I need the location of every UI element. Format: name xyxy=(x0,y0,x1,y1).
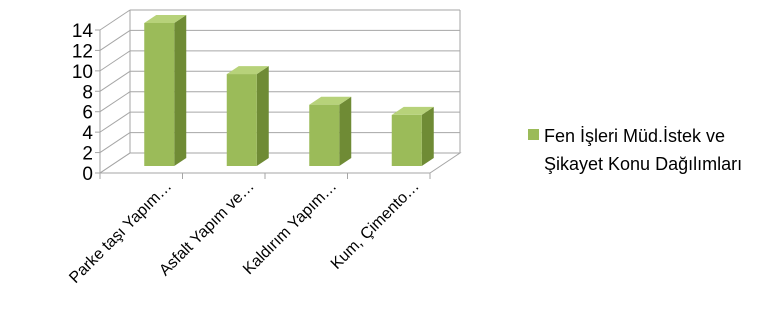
bars xyxy=(144,15,434,166)
gridline-side xyxy=(99,70,131,92)
y-tick-label: 10 xyxy=(72,62,93,83)
legend-swatch xyxy=(528,129,539,140)
bar-side xyxy=(339,96,352,166)
gridline-side xyxy=(99,50,131,72)
bar-side xyxy=(174,15,187,166)
y-tick-label: 4 xyxy=(82,123,93,144)
gridline-side xyxy=(99,30,131,51)
gridline-side xyxy=(99,111,131,133)
legend-label: Fen İşleri Müd.İstek ve Şikayet Konu Dağ… xyxy=(544,126,743,174)
y-tick-label: 8 xyxy=(82,82,93,103)
gridline-side xyxy=(99,9,131,31)
bar xyxy=(309,104,340,166)
bar-top xyxy=(391,106,434,115)
bar xyxy=(226,74,257,166)
y-tick-label: 6 xyxy=(82,103,93,124)
axes xyxy=(95,29,462,179)
floor xyxy=(98,152,462,174)
bar-side xyxy=(421,106,434,166)
bar xyxy=(391,114,422,166)
bar-top xyxy=(226,66,269,75)
x-category-label: Kum, Çimento… xyxy=(328,178,423,273)
bar xyxy=(144,23,175,166)
x-category-label: Kaldırım Yapım… xyxy=(240,178,340,278)
y-tick-label: 12 xyxy=(72,41,93,62)
legend: Fen İşleri Müd.İstek ve Şikayet Konu Dağ… xyxy=(524,122,779,222)
y-tick-label: 14 xyxy=(72,21,94,42)
gridline-side xyxy=(99,132,131,153)
gridline-side xyxy=(99,91,131,113)
bar-side xyxy=(256,66,269,166)
y-tick-label: 0 xyxy=(82,164,93,185)
bar-top xyxy=(144,15,187,23)
y-tick-label: 2 xyxy=(82,144,93,165)
bar-top xyxy=(309,96,352,105)
